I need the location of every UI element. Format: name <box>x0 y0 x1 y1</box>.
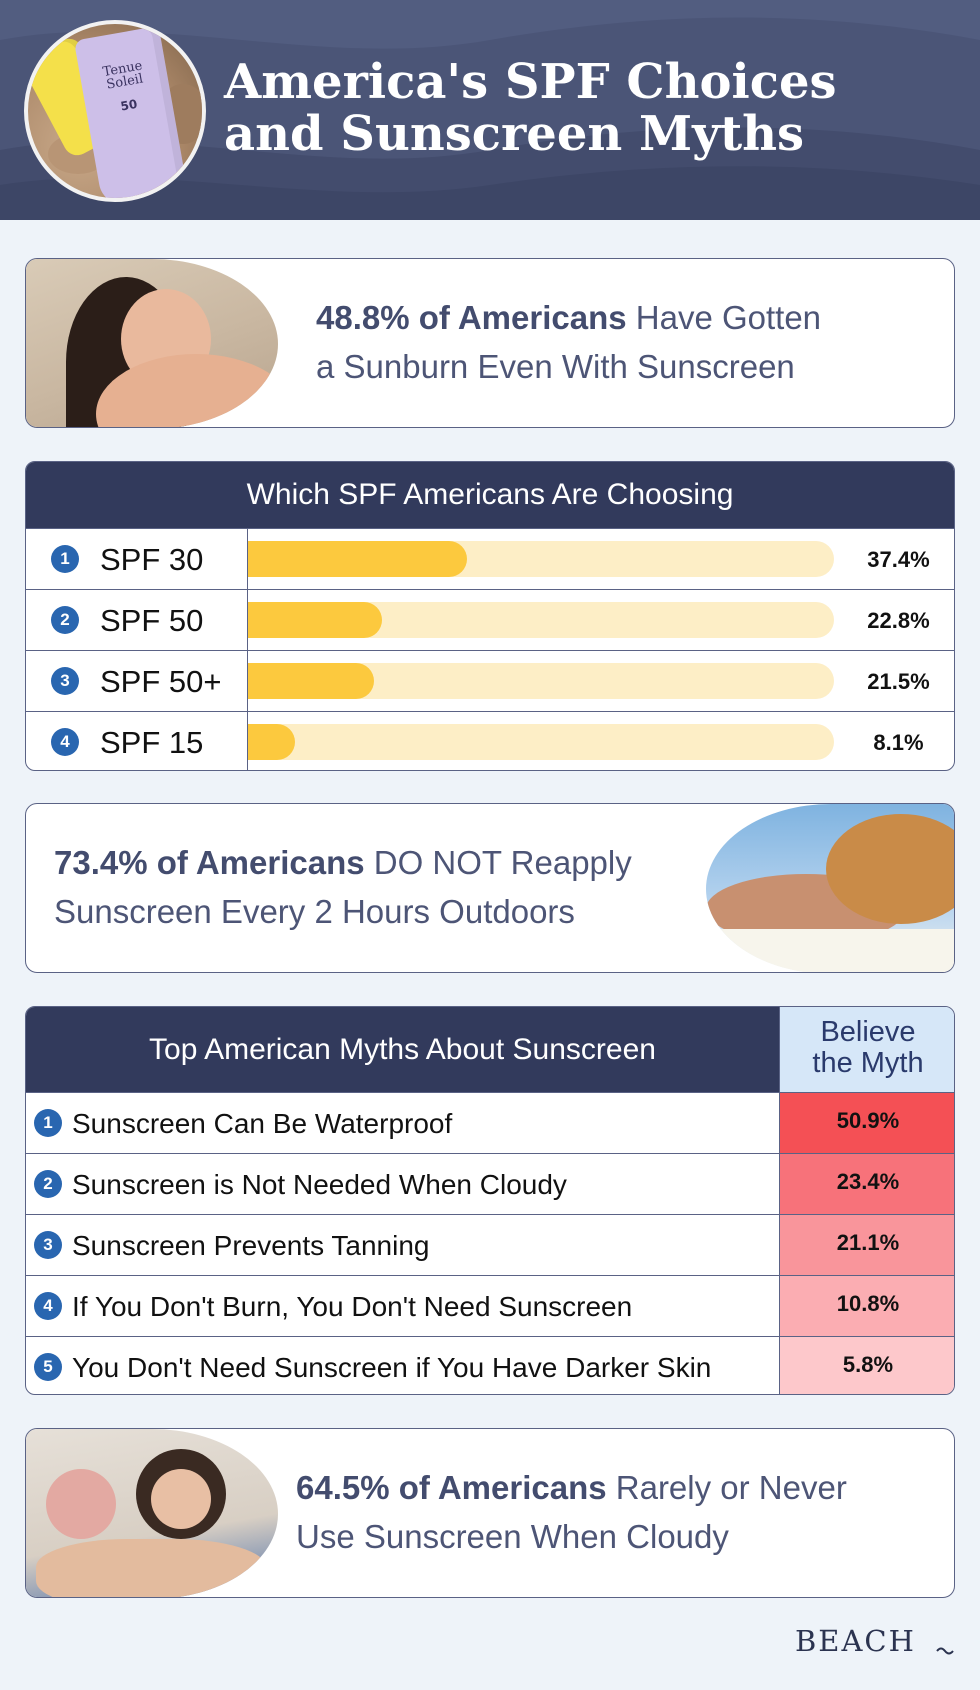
spf-value-label: 37.4% <box>867 547 930 572</box>
myth-label: Sunscreen is Not Needed When Cloudy <box>72 1169 567 1200</box>
friends-beach-photo <box>26 1429 278 1597</box>
spf-category-label: SPF 30 <box>100 542 204 577</box>
stat-card-reapply: 73.4% of Americans DO NOT Reapply Sunscr… <box>25 803 955 973</box>
beach-logo: BEACH <box>795 1624 916 1658</box>
spf-choice-chart: Which SPF Americans Are Choosing 1 SPF 30… <box>25 461 955 771</box>
product-brand: Tenue Soleil <box>101 58 145 93</box>
header-wave-pattern <box>0 0 980 220</box>
product-spf: 50 <box>119 96 139 114</box>
myth-value-cell: 23.4% <box>779 1154 954 1214</box>
myths-table-title: Top American Myths About Sunscreen <box>26 1007 779 1092</box>
rank-badge: 2 <box>51 606 79 634</box>
woman-sunburn-photo <box>26 259 278 427</box>
spf-bar <box>248 541 468 577</box>
spf-value-label: 22.8% <box>867 608 930 633</box>
spf-bar-track <box>248 724 834 760</box>
spf-bar <box>248 602 382 638</box>
spf-label-cell: 2 SPF 50 <box>26 590 248 650</box>
spf-bar-track <box>248 663 834 699</box>
wave-icon <box>936 1647 954 1655</box>
stat-cloudy-rest: Rarely or Never Use Sunscreen When Cloud… <box>296 1469 847 1555</box>
stat-sunburn-highlight: 48.8% of Americans <box>316 299 627 336</box>
myth-value-cell: 21.1% <box>779 1215 954 1275</box>
stat-reapply-rest: DO NOT Reapply Sunscreen Every 2 Hours O… <box>54 844 632 930</box>
spf-label-cell: 3 SPF 50+ <box>26 651 248 711</box>
spf-label-cell: 4 SPF 15 <box>26 712 248 770</box>
rank-badge: 4 <box>51 728 79 756</box>
spf-row: 4 SPF 15 8.1% <box>26 711 954 770</box>
stat-cloudy-text: 64.5% of Americans Rarely or Never Use S… <box>296 1463 936 1561</box>
spf-row: 3 SPF 50+ 21.5% <box>26 650 954 711</box>
spf-row: 1 SPF 30 37.4% <box>26 528 954 589</box>
myth-row: 1 Sunscreen Can Be Waterproof 50.9% <box>26 1092 954 1153</box>
spf-category-label: SPF 50 <box>100 603 204 638</box>
myth-label: You Don't Need Sunscreen if You Have Dar… <box>72 1352 712 1383</box>
myth-label: Sunscreen Prevents Tanning <box>72 1230 430 1261</box>
stat-reapply-highlight: 73.4% of Americans <box>54 844 365 881</box>
spf-value-label: 8.1% <box>873 730 924 755</box>
stat-reapply-text: 73.4% of Americans DO NOT Reapply Sunscr… <box>54 838 694 936</box>
rank-badge: 4 <box>34 1292 62 1320</box>
rank-badge: 1 <box>51 545 79 573</box>
spf-label-cell: 1 SPF 30 <box>26 529 248 589</box>
spf-bar-track <box>248 602 834 638</box>
rank-badge: 3 <box>51 667 79 695</box>
rank-badge: 5 <box>34 1353 62 1381</box>
sunscreen-myths-table: Top American Myths About Sunscreen Belie… <box>25 1006 955 1395</box>
stat-card-cloudy: 64.5% of Americans Rarely or Never Use S… <box>25 1428 955 1598</box>
rank-badge: 3 <box>34 1231 62 1259</box>
spf-row: 2 SPF 50 22.8% <box>26 589 954 650</box>
sunscreen-product-photo: Tenue Soleil 50 <box>24 20 206 202</box>
spf-bar <box>248 724 296 760</box>
stat-sunburn-rest: Have Gotten a Sunburn Even With Sunscree… <box>316 299 822 385</box>
spf-chart-title: Which SPF Americans Are Choosing <box>26 462 954 528</box>
myth-row: 4 If You Don't Burn, You Don't Need Sunsc… <box>26 1275 954 1336</box>
stat-card-sunburn: 48.8% of Americans Have Gotten a Sunburn… <box>25 258 955 428</box>
myth-row: 5 You Don't Need Sunscreen if You Have Da… <box>26 1336 954 1394</box>
spf-bar-track <box>248 541 834 577</box>
myth-row: 3 Sunscreen Prevents Tanning 21.1% <box>26 1214 954 1275</box>
myths-column-header: Believe the Myth <box>779 1007 954 1092</box>
rank-badge: 1 <box>34 1109 62 1137</box>
myth-value-cell: 10.8% <box>779 1276 954 1336</box>
spf-category-label: SPF 15 <box>100 725 204 760</box>
page-title: America's SPF Choices and Sunscreen Myth… <box>224 54 837 162</box>
spf-category-label: SPF 50+ <box>100 664 222 699</box>
man-sunbathing-photo <box>706 804 954 972</box>
myth-value-cell: 50.9% <box>779 1093 954 1153</box>
rank-badge: 2 <box>34 1170 62 1198</box>
spf-bar <box>248 663 374 699</box>
myth-label: If You Don't Burn, You Don't Need Sunscr… <box>72 1291 633 1322</box>
myth-row: 2 Sunscreen is Not Needed When Cloudy 23.4… <box>26 1153 954 1214</box>
purple-tube-icon: Tenue Soleil 50 <box>73 25 189 198</box>
stat-sunburn-text: 48.8% of Americans Have Gotten a Sunburn… <box>316 293 936 391</box>
myth-label: Sunscreen Can Be Waterproof <box>72 1108 453 1139</box>
myth-value-cell: 5.8% <box>779 1337 954 1394</box>
header-banner: Tenue Soleil 50 America's SPF Choices an… <box>0 0 980 220</box>
spf-value-label: 21.5% <box>867 669 930 694</box>
stat-cloudy-highlight: 64.5% of Americans <box>296 1469 607 1506</box>
